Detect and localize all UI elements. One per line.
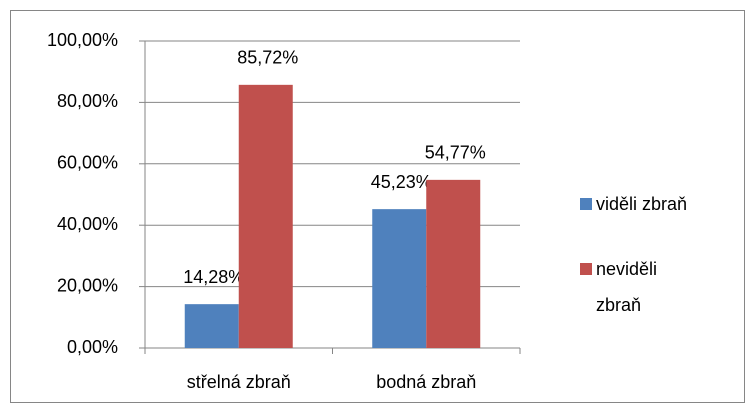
value-label: 45,23% [371, 172, 432, 192]
y-tick-label: 60,00% [57, 153, 118, 173]
value-label: 54,77% [425, 143, 486, 163]
y-tick-label: 40,00% [57, 214, 118, 234]
y-tick-label: 100,00% [47, 30, 118, 50]
bar [184, 304, 239, 348]
x-tick-label: střelná zbraň [187, 372, 291, 392]
bar [372, 209, 427, 348]
y-tick-label: 80,00% [57, 91, 118, 111]
bar [426, 179, 481, 348]
legend-swatch [580, 198, 592, 210]
legend-swatch [580, 263, 592, 275]
value-label: 85,72% [237, 48, 298, 68]
chart-border [10, 10, 745, 403]
legend-item: neviděli zbraň [580, 251, 730, 323]
legend-item: viděli zbraň [580, 186, 730, 222]
y-tick-label: 20,00% [57, 275, 118, 295]
value-label: 14,28% [183, 267, 244, 287]
legend-label: neviděli zbraň [596, 259, 658, 315]
bar [238, 84, 293, 348]
legend: viděli zbraň neviděli zbraň [580, 186, 730, 352]
legend-label: viděli zbraň [596, 194, 688, 214]
x-tick-label: bodná zbraň [376, 372, 476, 392]
y-tick-label: 0,00% [67, 337, 118, 357]
